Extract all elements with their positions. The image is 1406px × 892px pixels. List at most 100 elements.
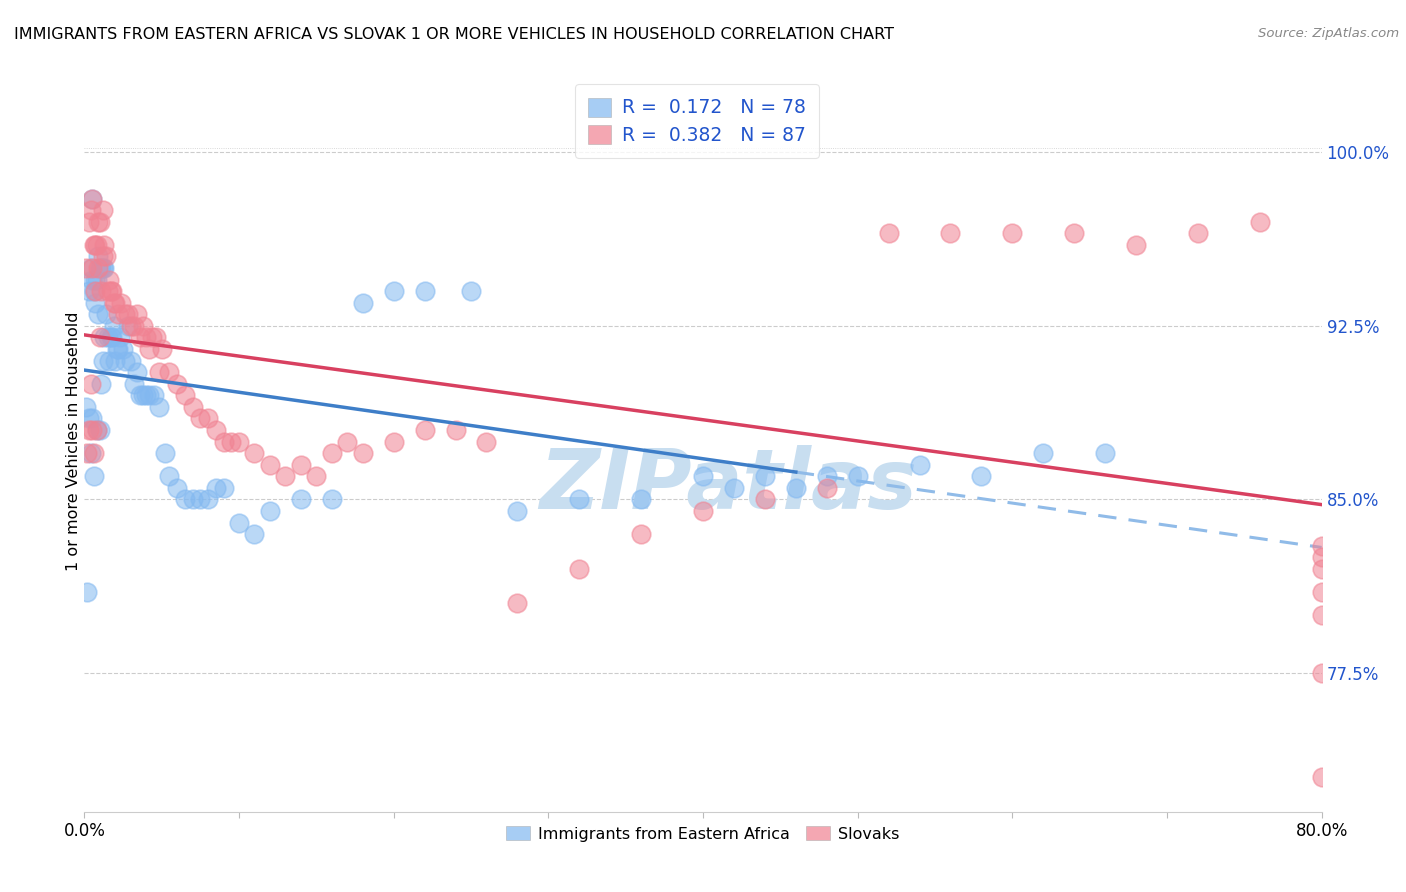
- Point: [460, 284, 482, 298]
- Point: [290, 458, 312, 472]
- Point: [86, 423, 108, 437]
- Point: [970, 469, 993, 483]
- Point: [107, 342, 129, 356]
- Point: [630, 492, 652, 507]
- Point: [1125, 238, 1147, 252]
- Point: [122, 376, 145, 391]
- Point: [84, 284, 107, 298]
- Point: [108, 330, 131, 344]
- Point: [100, 284, 122, 298]
- Point: [82, 423, 104, 437]
- Point: [82, 411, 104, 425]
- Point: [77, 411, 100, 425]
- Point: [83, 469, 105, 483]
- Point: [212, 481, 235, 495]
- Point: [86, 238, 108, 252]
- Point: [785, 481, 807, 495]
- Point: [114, 353, 136, 368]
- Point: [93, 260, 115, 275]
- Point: [815, 481, 838, 495]
- Point: [197, 492, 219, 507]
- Point: [104, 295, 127, 310]
- Point: [305, 469, 328, 483]
- Point: [1310, 585, 1333, 599]
- Point: [93, 330, 115, 344]
- Point: [117, 307, 139, 321]
- Point: [174, 388, 197, 402]
- Point: [82, 272, 104, 286]
- Text: IMMIGRANTS FROM EASTERN AFRICA VS SLOVAK 1 OR MORE VEHICLES IN HOUSEHOLD CORRELA: IMMIGRANTS FROM EASTERN AFRICA VS SLOVAK…: [14, 27, 894, 42]
- Point: [1310, 562, 1333, 576]
- Point: [877, 227, 900, 241]
- Point: [120, 353, 142, 368]
- Point: [145, 330, 167, 344]
- Point: [159, 365, 180, 379]
- Point: [506, 597, 529, 611]
- Point: [174, 492, 197, 507]
- Point: [815, 469, 838, 483]
- Point: [87, 249, 110, 263]
- Point: [94, 249, 117, 263]
- Point: [82, 192, 104, 206]
- Point: [89, 260, 111, 275]
- Point: [166, 481, 188, 495]
- Point: [122, 318, 145, 333]
- Point: [98, 353, 121, 368]
- Point: [150, 342, 173, 356]
- Point: [181, 400, 204, 414]
- Point: [1310, 665, 1333, 680]
- Point: [148, 365, 170, 379]
- Point: [143, 388, 166, 402]
- Point: [132, 318, 155, 333]
- Point: [125, 365, 148, 379]
- Point: [188, 411, 211, 425]
- Point: [117, 318, 139, 333]
- Point: [352, 446, 374, 460]
- Point: [1310, 608, 1333, 623]
- Point: [129, 330, 152, 344]
- Point: [75, 260, 97, 275]
- Point: [91, 353, 114, 368]
- Point: [107, 307, 129, 321]
- Point: [1187, 227, 1209, 241]
- Point: [82, 192, 104, 206]
- Point: [754, 469, 776, 483]
- Text: Source: ZipAtlas.com: Source: ZipAtlas.com: [1258, 27, 1399, 40]
- Point: [79, 260, 101, 275]
- Point: [129, 388, 152, 402]
- Point: [79, 203, 101, 218]
- Point: [96, 330, 118, 344]
- Point: [754, 492, 776, 507]
- Point: [159, 469, 180, 483]
- Point: [87, 307, 110, 321]
- Point: [132, 388, 155, 402]
- Point: [105, 342, 128, 356]
- Point: [87, 260, 110, 275]
- Point: [103, 318, 125, 333]
- Point: [98, 272, 121, 286]
- Point: [84, 272, 107, 286]
- Point: [125, 307, 148, 321]
- Point: [79, 376, 101, 391]
- Point: [568, 562, 591, 576]
- Point: [259, 504, 281, 518]
- Point: [89, 330, 111, 344]
- Point: [91, 249, 114, 263]
- Point: [181, 492, 204, 507]
- Point: [104, 353, 127, 368]
- Point: [110, 295, 132, 310]
- Point: [91, 260, 114, 275]
- Point: [228, 434, 250, 449]
- Point: [382, 284, 405, 298]
- Point: [90, 284, 112, 298]
- Point: [94, 307, 117, 321]
- Point: [93, 238, 115, 252]
- Point: [89, 215, 111, 229]
- Point: [568, 492, 591, 507]
- Point: [290, 492, 312, 507]
- Point: [259, 458, 281, 472]
- Point: [90, 260, 112, 275]
- Point: [79, 446, 101, 460]
- Point: [112, 342, 135, 356]
- Point: [76, 446, 98, 460]
